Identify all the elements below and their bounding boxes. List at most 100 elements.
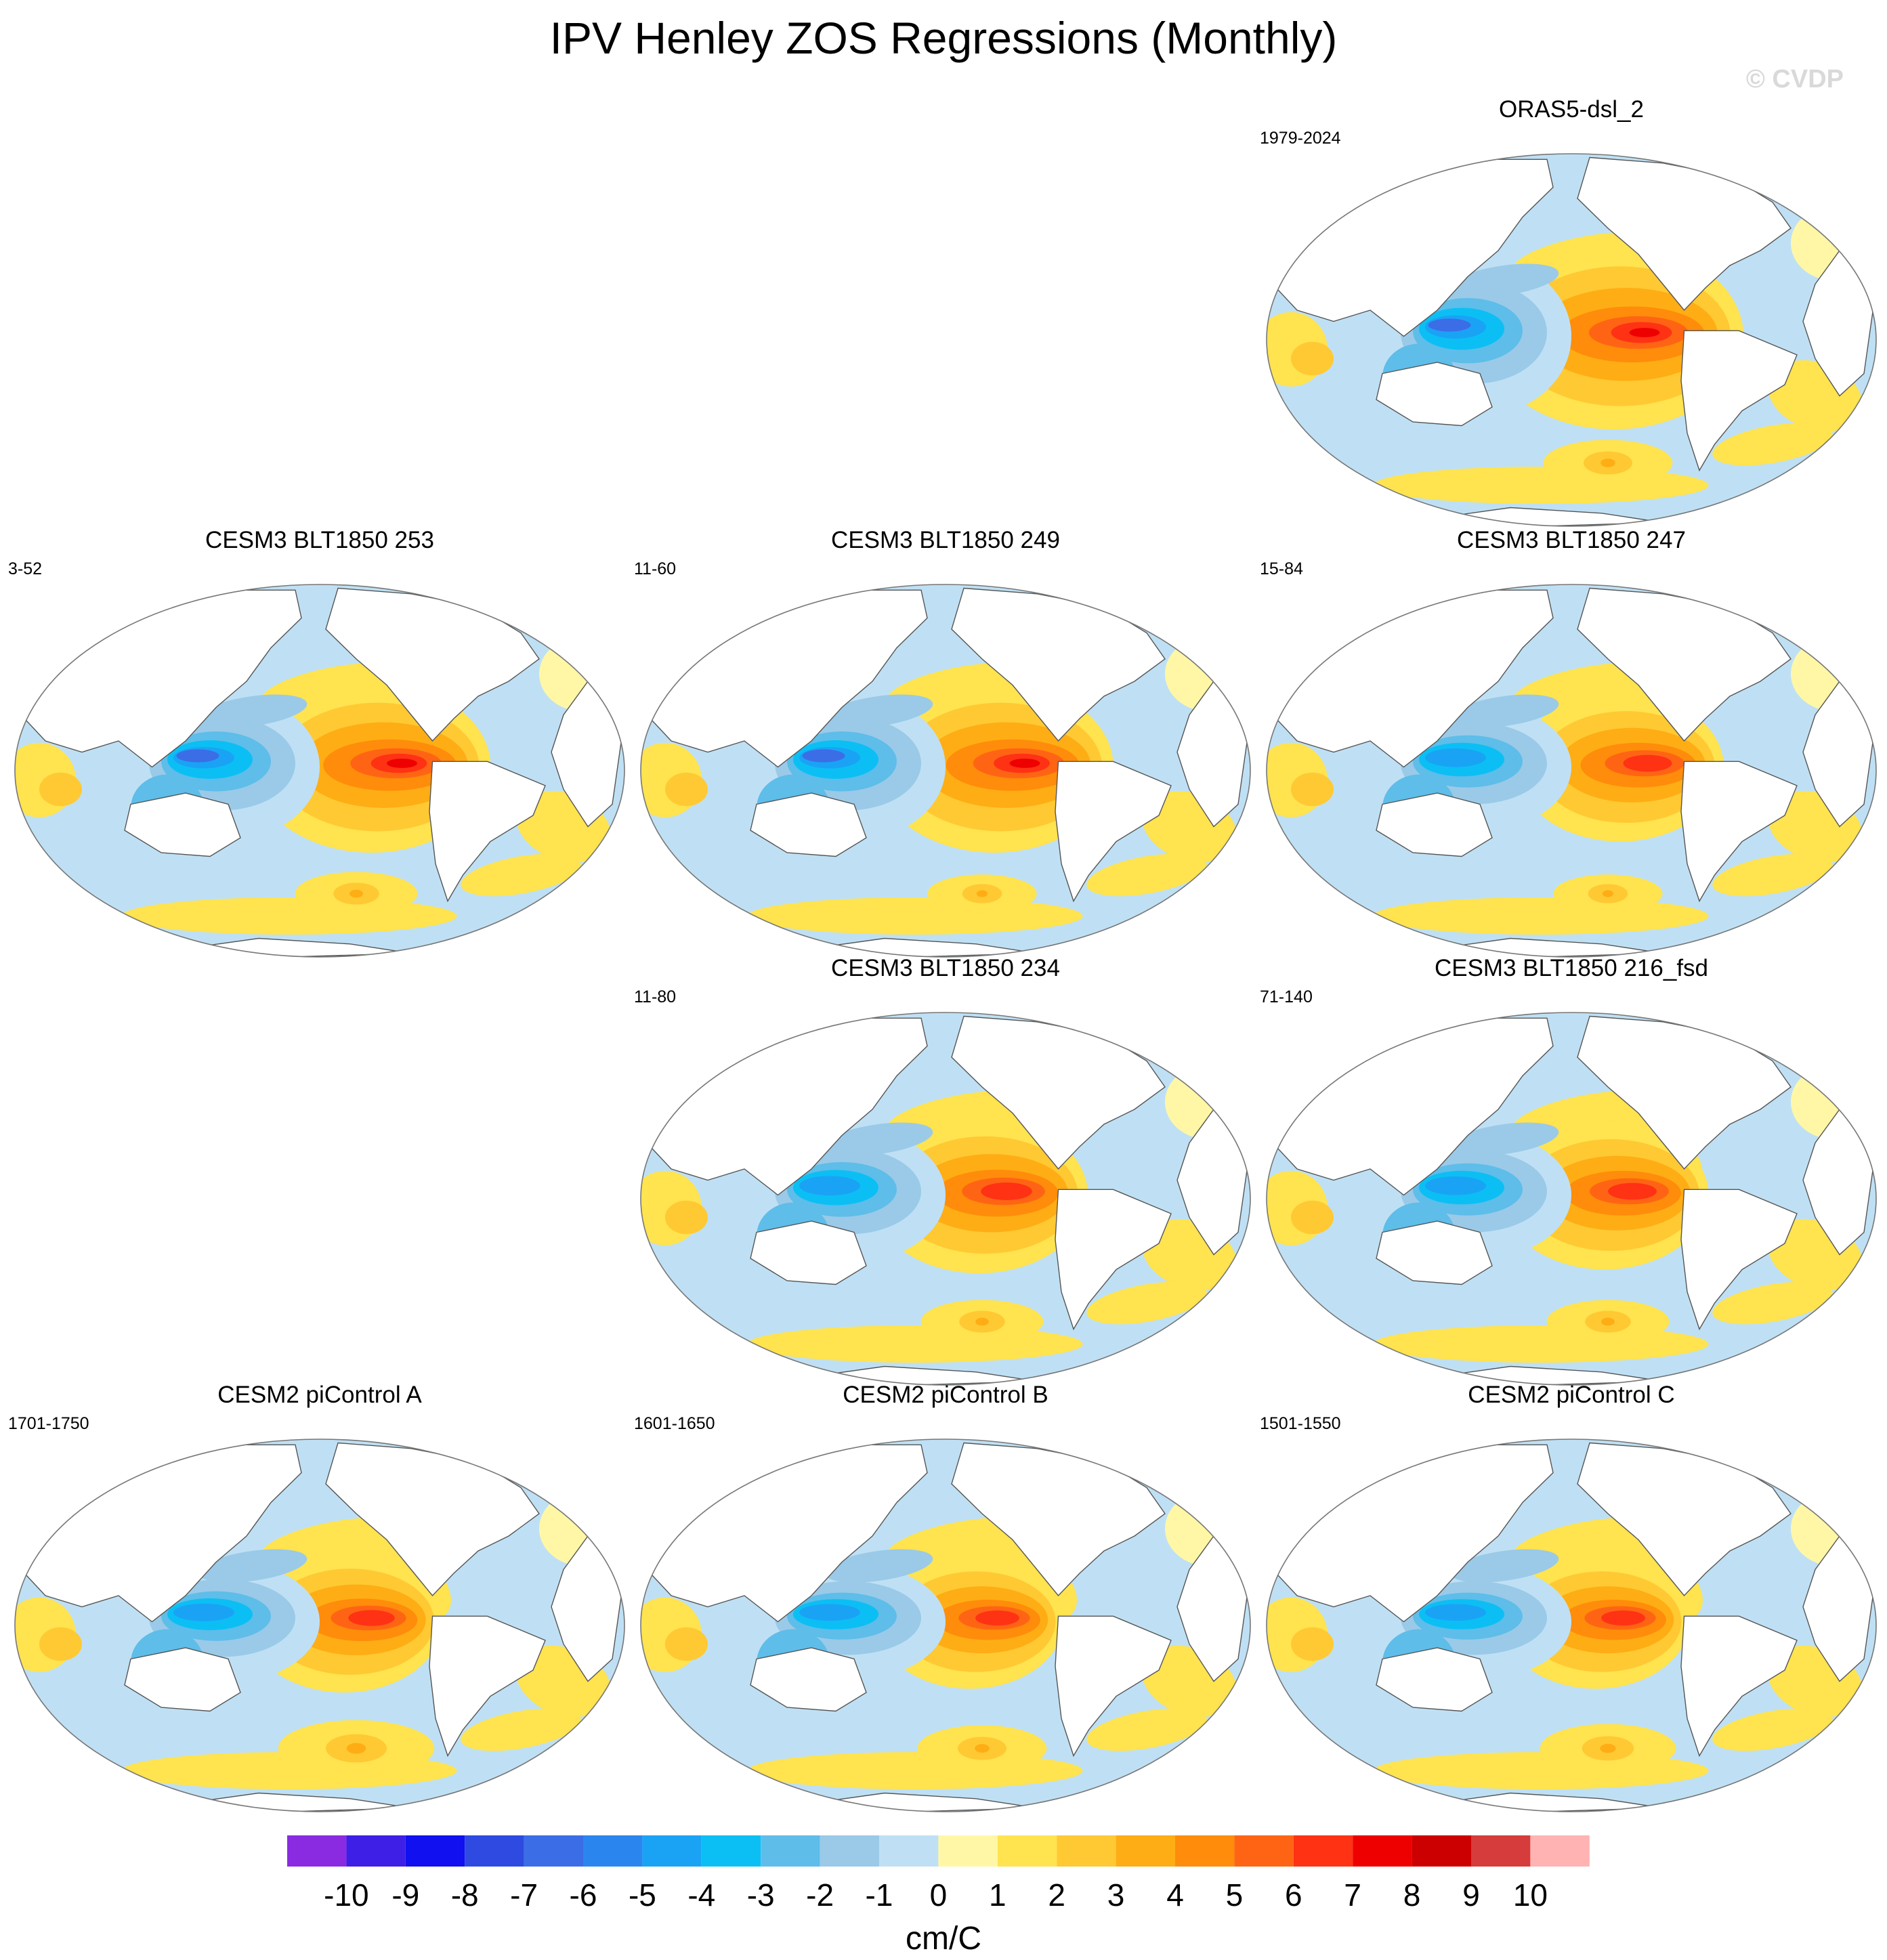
panel-title: CESM3 BLT1850 216_fsd (1434, 955, 1709, 981)
colorbar-unit-label: cm/C (906, 1921, 981, 1957)
east-pacific-patch (1009, 759, 1040, 768)
north-pacific-patch (1449, 1122, 1559, 1156)
indian-ocean-patch (1291, 772, 1334, 807)
colorbar-swatch (524, 1835, 583, 1867)
australia-land (124, 1647, 241, 1712)
colorbar-swatch (761, 1835, 820, 1867)
colorbar-tick-label: 6 (1285, 1877, 1302, 1913)
map-panel: CESM2 piControl C 1501-1550 (1260, 1382, 1883, 1815)
south-pacific-patch (1602, 890, 1614, 897)
panel-period: 1979-2024 (1260, 129, 1341, 148)
colorbar-tick-label: 8 (1403, 1877, 1421, 1913)
map-panel: CESM3 BLT1850 234 11-80 (634, 955, 1257, 1388)
colorbar-swatch (1293, 1835, 1353, 1867)
west-pacific-patch (1425, 1176, 1486, 1195)
atlantic-patch (1712, 1281, 1833, 1325)
colorbar-swatch (642, 1835, 702, 1867)
panel-map (1266, 153, 1877, 527)
colorbar-tick-label: -10 (324, 1877, 368, 1913)
indian-ocean-patch (665, 1200, 708, 1235)
globe-outline (640, 1012, 1251, 1386)
panel-title: CESM2 piControl B (843, 1382, 1048, 1408)
colorbar-tick-label: 1 (989, 1877, 1006, 1913)
panel-title: CESM2 piControl A (217, 1382, 422, 1408)
south-pacific-patch (349, 889, 363, 898)
australia-land (1376, 792, 1493, 857)
east-pacific-patch (348, 1610, 395, 1626)
panel-period: 3-52 (8, 559, 43, 578)
south-pacific-patch (975, 1744, 990, 1753)
australia-land (750, 1220, 867, 1285)
colorbar-swatch (1116, 1835, 1175, 1867)
panel-period: 15-84 (1260, 559, 1303, 578)
colorbar-tick-label: -4 (687, 1877, 715, 1913)
south-pacific-patch (1600, 459, 1615, 467)
globe-outline (1266, 153, 1877, 527)
atlantic-patch (1712, 423, 1833, 466)
south-america-land (1055, 1615, 1172, 1757)
colorbar-tick-label: -8 (451, 1877, 479, 1913)
north-pacific-patch (824, 1549, 933, 1583)
panel-title: CESM3 BLT1850 253 (205, 527, 434, 553)
watermark: © CVDP (1745, 65, 1844, 93)
north-pacific-patch (1449, 263, 1559, 297)
map-panel: CESM3 BLT1850 247 15-84 (1260, 527, 1883, 960)
north-pacific-patch (824, 694, 933, 728)
east-pacific-patch (387, 759, 417, 768)
southern-ocean-patch (1373, 897, 1709, 935)
colorbar-swatch (1412, 1835, 1471, 1867)
colorbar-tick-label: 7 (1344, 1877, 1361, 1913)
panel-period: 11-60 (634, 559, 677, 578)
map-panel: CESM3 BLT1850 253 3-52 (8, 527, 631, 960)
panel-title: CESM3 BLT1850 247 (1457, 527, 1686, 553)
panel-title: CESM3 BLT1850 234 (831, 955, 1060, 981)
globe-outline (14, 1439, 625, 1812)
north-pacific-patch (1449, 694, 1559, 728)
panel-map (1266, 1439, 1877, 1812)
panel-map (14, 1439, 625, 1812)
map-panel: CESM3 BLT1850 249 11-60 (634, 527, 1257, 960)
colorbar-tick-label: 10 (1513, 1877, 1548, 1913)
colorbar-tick-label: 3 (1107, 1877, 1125, 1913)
colorbar-tick-label: 5 (1226, 1877, 1244, 1913)
panel-period: 1601-1650 (634, 1414, 715, 1433)
colorbar-swatch (938, 1835, 998, 1867)
south-america-land (1055, 1189, 1172, 1331)
panel-period: 11-80 (634, 987, 677, 1006)
panel-map (1266, 1012, 1877, 1386)
map-panel: CESM2 piControl B 1601-1650 (634, 1382, 1257, 1815)
australia-land (750, 1647, 867, 1712)
east-pacific-patch (1623, 754, 1672, 772)
colorbar-swatch (1234, 1835, 1294, 1867)
panel-title: CESM3 BLT1850 249 (831, 527, 1060, 553)
south-america-land (1680, 330, 1798, 472)
south-pacific-patch (975, 1317, 989, 1326)
australia-land (124, 792, 241, 857)
indian-ocean-patch (1291, 1200, 1334, 1235)
australia-land (1376, 1647, 1493, 1712)
colorbar-swatch (287, 1835, 347, 1867)
east-pacific-patch (981, 1183, 1032, 1200)
west-pacific-patch (1428, 318, 1471, 332)
south-america-land (1680, 1615, 1798, 1757)
globe-outline (1266, 584, 1877, 958)
africa-land (551, 680, 624, 828)
colorbar-tick-label: -6 (570, 1877, 597, 1913)
africa-land (1802, 249, 1876, 397)
west-pacific-patch (802, 749, 845, 763)
panel-map (640, 1012, 1251, 1386)
colorbar-swatch (701, 1835, 761, 1867)
colorbar-tick-label: -1 (866, 1877, 893, 1913)
north-pacific-patch (198, 1549, 308, 1583)
colorbar-tick-label: -9 (391, 1877, 419, 1913)
africa-land (1176, 680, 1250, 828)
colorbar-swatch (879, 1835, 939, 1867)
colorbar-tick-label: -3 (747, 1877, 775, 1913)
south-america-land (1680, 761, 1798, 903)
colorbar-swatch (1057, 1835, 1116, 1867)
atlantic-patch (461, 853, 581, 897)
indian-ocean-patch (39, 1627, 82, 1661)
colorbar-tick-label: 9 (1462, 1877, 1480, 1913)
figure-title: IPV Henley ZOS Regressions (Monthly) (549, 13, 1338, 63)
